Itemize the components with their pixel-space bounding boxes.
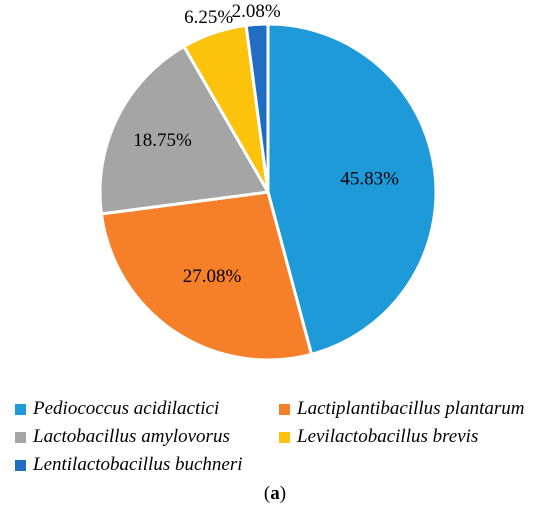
data-label-4: 2.08%	[232, 1, 281, 22]
legend-item-lactiplantibacillus-plantarum: Lactiplantibacillus plantarum	[279, 398, 524, 420]
data-label-2: 18.75%	[133, 130, 192, 151]
legend-swatch	[279, 403, 290, 415]
legend-swatch	[15, 403, 26, 415]
data-label-3: 6.25%	[184, 7, 233, 28]
caption-letter: a	[270, 483, 280, 504]
legend-item-levilactobacillus-brevis: Levilactobacillus brevis	[279, 426, 478, 448]
data-label-1: 27.08%	[183, 266, 242, 287]
caption-close-paren: )	[279, 483, 287, 504]
legend-item-lactobacillus-amylovorus: Lactobacillus amylovorus	[15, 426, 230, 448]
caption-open-paren: (	[263, 483, 271, 504]
pie-slice-4	[244, 22, 270, 194]
data-label-0: 45.83%	[340, 169, 399, 190]
legend-label: Lactiplantibacillus plantarum	[297, 398, 525, 419]
pie-slice-2	[98, 44, 270, 216]
legend-label: Pediococcus acidilactici	[33, 398, 220, 419]
legend-label: Lactobacillus amylovorus	[33, 426, 230, 447]
figure-caption: (a)	[0, 483, 550, 505]
legend-label: Lentilactobacillus buchneri	[33, 454, 243, 475]
pie-slice-0	[266, 22, 438, 356]
legend-item-pediococcus-acidilactici: Pediococcus acidilactici	[15, 398, 219, 420]
pie-slice-1	[99, 190, 313, 362]
legend-label: Levilactobacillus brevis	[297, 426, 479, 447]
legend-swatch	[15, 459, 26, 471]
legend-item-lentilactobacillus-buchneri: Lentilactobacillus buchneri	[15, 454, 243, 476]
legend-swatch	[279, 431, 290, 443]
legend-swatch	[15, 431, 26, 443]
